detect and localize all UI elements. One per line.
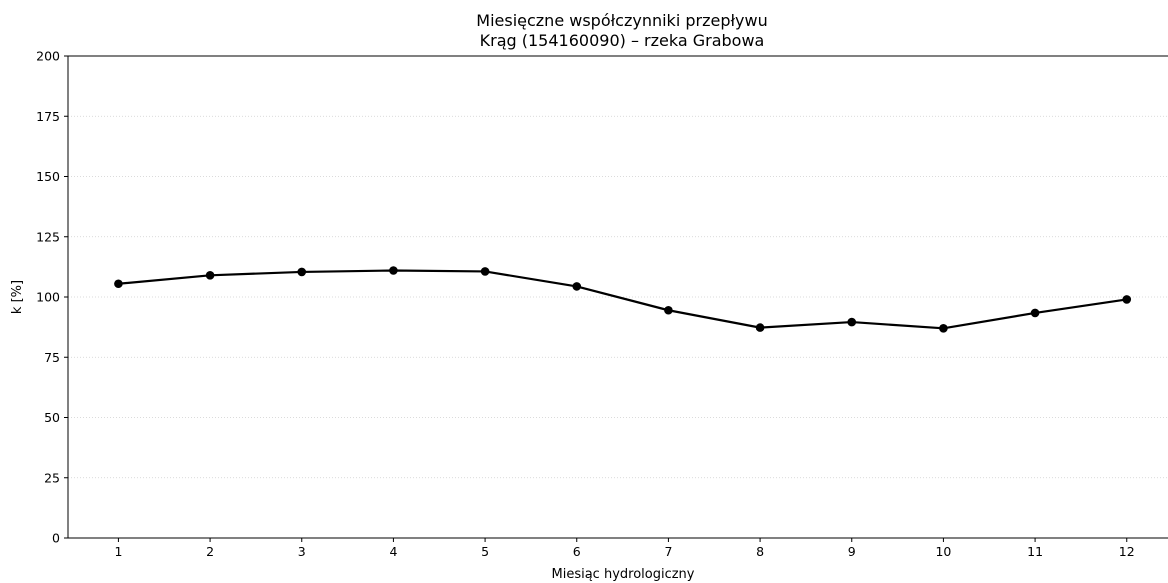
y-tick-label: 175 — [36, 109, 60, 124]
y-tick-label: 100 — [36, 290, 60, 305]
data-point — [297, 267, 307, 277]
x-tick-label: 9 — [848, 544, 856, 559]
x-tick-label: 4 — [389, 544, 397, 559]
y-tick-label: 0 — [52, 531, 60, 546]
x-tick-label: 11 — [1027, 544, 1043, 559]
y-tick-label: 25 — [44, 470, 60, 485]
x-tick-label: 2 — [206, 544, 214, 559]
y-axis-label: k [%] — [10, 280, 25, 314]
x-tick-label: 3 — [298, 544, 306, 559]
data-point — [939, 324, 948, 333]
x-tick-label: 12 — [1119, 544, 1135, 559]
x-axis-label: Miesiąc hydrologiczny — [552, 567, 695, 582]
x-tick-label: 10 — [935, 544, 951, 559]
chart-title: Miesięczne współczynniki przepływu — [476, 11, 768, 30]
chart-subtitle: Krąg (154160090) – rzeka Grabowa — [479, 31, 765, 50]
x-tick-label: 7 — [664, 544, 672, 559]
y-tick-label: 200 — [36, 49, 60, 64]
x-tick-label: 5 — [481, 544, 489, 559]
y-tick-label: 150 — [36, 169, 60, 184]
x-axis-ticks: 1 2 3 4 5 6 7 8 9 10 11 12 — [114, 538, 1135, 559]
data-point — [572, 282, 582, 291]
data-point — [847, 317, 857, 327]
data-point — [205, 271, 215, 280]
y-tick-label: 125 — [36, 229, 60, 244]
data-point — [1030, 308, 1040, 318]
series-layer — [114, 266, 1132, 333]
y-tick-label: 50 — [44, 410, 60, 425]
series-line — [118, 269, 1127, 330]
data-point — [755, 323, 765, 332]
data-point — [389, 266, 398, 275]
y-tick-label: 75 — [44, 350, 60, 365]
data-point — [664, 305, 673, 315]
x-tick-label: 6 — [573, 544, 581, 559]
data-point — [1122, 295, 1132, 304]
y-axis-ticks: 0 25 50 75 100 125 150 175 200 — [36, 49, 68, 546]
data-point — [480, 267, 490, 276]
x-tick-label: 1 — [114, 544, 122, 559]
data-point — [114, 279, 123, 289]
x-tick-label: 8 — [756, 544, 764, 559]
